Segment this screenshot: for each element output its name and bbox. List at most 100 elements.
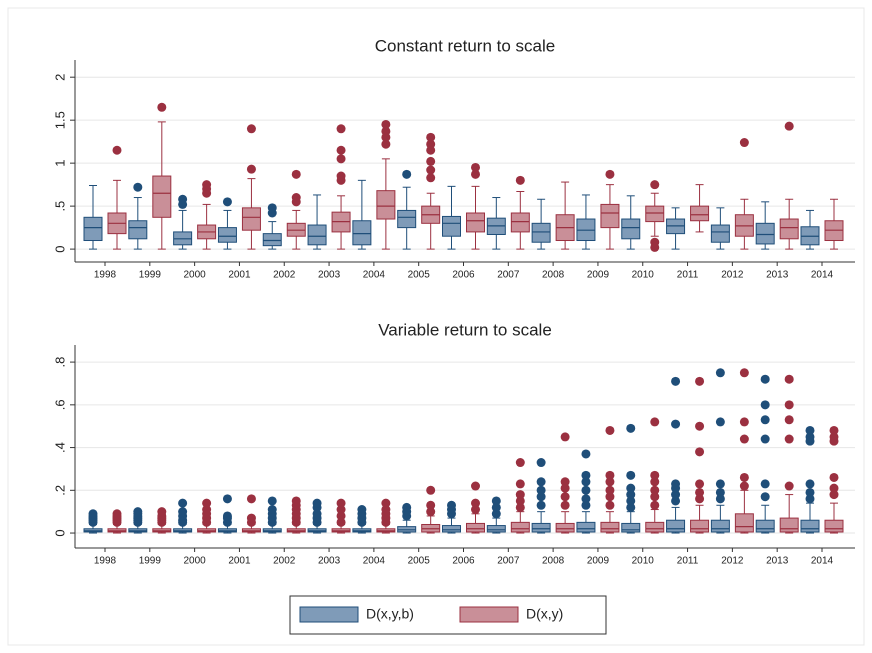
x-tick-label: 2014 [811,556,834,567]
y-tick-label: .5 [52,201,67,212]
outlier [536,485,546,495]
outlier [202,505,212,515]
box [352,220,372,246]
x-tick-label: 2011 [677,556,699,567]
box [690,205,710,222]
outlier [626,502,636,512]
x-tick-label: 2010 [632,556,655,567]
outlier [760,374,770,384]
y-tick-label: 0 [52,529,67,536]
outlier [515,175,525,185]
x-tick-label: 2005 [408,556,431,567]
outlier [605,169,615,179]
outlier [784,415,794,425]
outlier [222,494,232,504]
box [779,218,799,240]
outlier [695,421,705,431]
outlier [426,156,436,166]
x-tick-label: 1999 [139,270,162,281]
box [83,216,103,242]
box [152,175,172,218]
outlier [515,496,525,506]
x-tick-label: 2001 [228,270,251,281]
outlier [426,507,436,517]
outlier [695,376,705,386]
outlier [336,505,346,515]
outlier [760,492,770,502]
x-tick-label: 2009 [587,556,610,567]
outlier [695,494,705,504]
box [824,519,844,533]
outlier [784,481,794,491]
x-tick-label: 1998 [94,556,117,567]
box [397,209,417,229]
outlier [739,138,749,148]
box [600,521,620,533]
box [645,521,665,533]
x-tick-label: 2002 [273,556,296,567]
legend-swatch [299,606,359,623]
outlier [695,487,705,497]
x-tick-label: 2009 [587,270,610,281]
x-tick-label: 2006 [452,556,475,567]
outlier [336,154,346,164]
outlier [739,368,749,378]
outlier [605,500,615,510]
y-tick-label: 1.5 [52,111,67,129]
outlier [650,500,660,510]
x-tick-label: 2007 [497,556,520,567]
outlier [312,509,322,519]
outlier [739,481,749,491]
outlier [536,458,546,468]
box [486,525,506,533]
outlier [581,485,591,495]
legend-swatch [459,606,519,623]
outlier [402,169,412,179]
outlier [671,496,681,506]
x-tick-label: 2004 [363,270,386,281]
outlier [381,126,391,136]
outlier [312,498,322,508]
outlier [426,139,436,149]
outlier [626,423,636,433]
outlier [605,485,615,495]
outlier [650,492,660,502]
box [576,521,596,533]
outlier [829,483,839,493]
outlier [650,417,660,427]
box [621,522,641,533]
outlier [560,432,570,442]
box [800,519,820,533]
outlier [715,487,725,497]
outlier [715,368,725,378]
outlier [760,434,770,444]
box [600,203,620,229]
outlier [357,505,367,515]
outlier [805,487,815,497]
outlier [695,479,705,489]
box [690,519,710,533]
outlier [112,145,122,155]
x-tick-label: 2003 [318,270,341,281]
outlier [715,494,725,504]
outlier [381,119,391,129]
outlier [157,507,167,517]
outlier [739,417,749,427]
box [442,215,461,237]
box [128,220,148,240]
box [510,521,530,533]
outlier [605,477,615,487]
outlier [246,164,256,174]
outlier [805,494,815,504]
box [466,522,485,533]
outlier [805,479,815,489]
y-tick-label: .6 [52,399,67,410]
box [710,224,730,243]
outlier [560,477,570,487]
outlier [671,376,681,386]
x-tick-label: 2013 [766,556,789,567]
outlier [760,400,770,410]
chart-title: Constant return to scale [375,36,555,55]
outlier [784,374,794,384]
outlier [178,194,188,204]
